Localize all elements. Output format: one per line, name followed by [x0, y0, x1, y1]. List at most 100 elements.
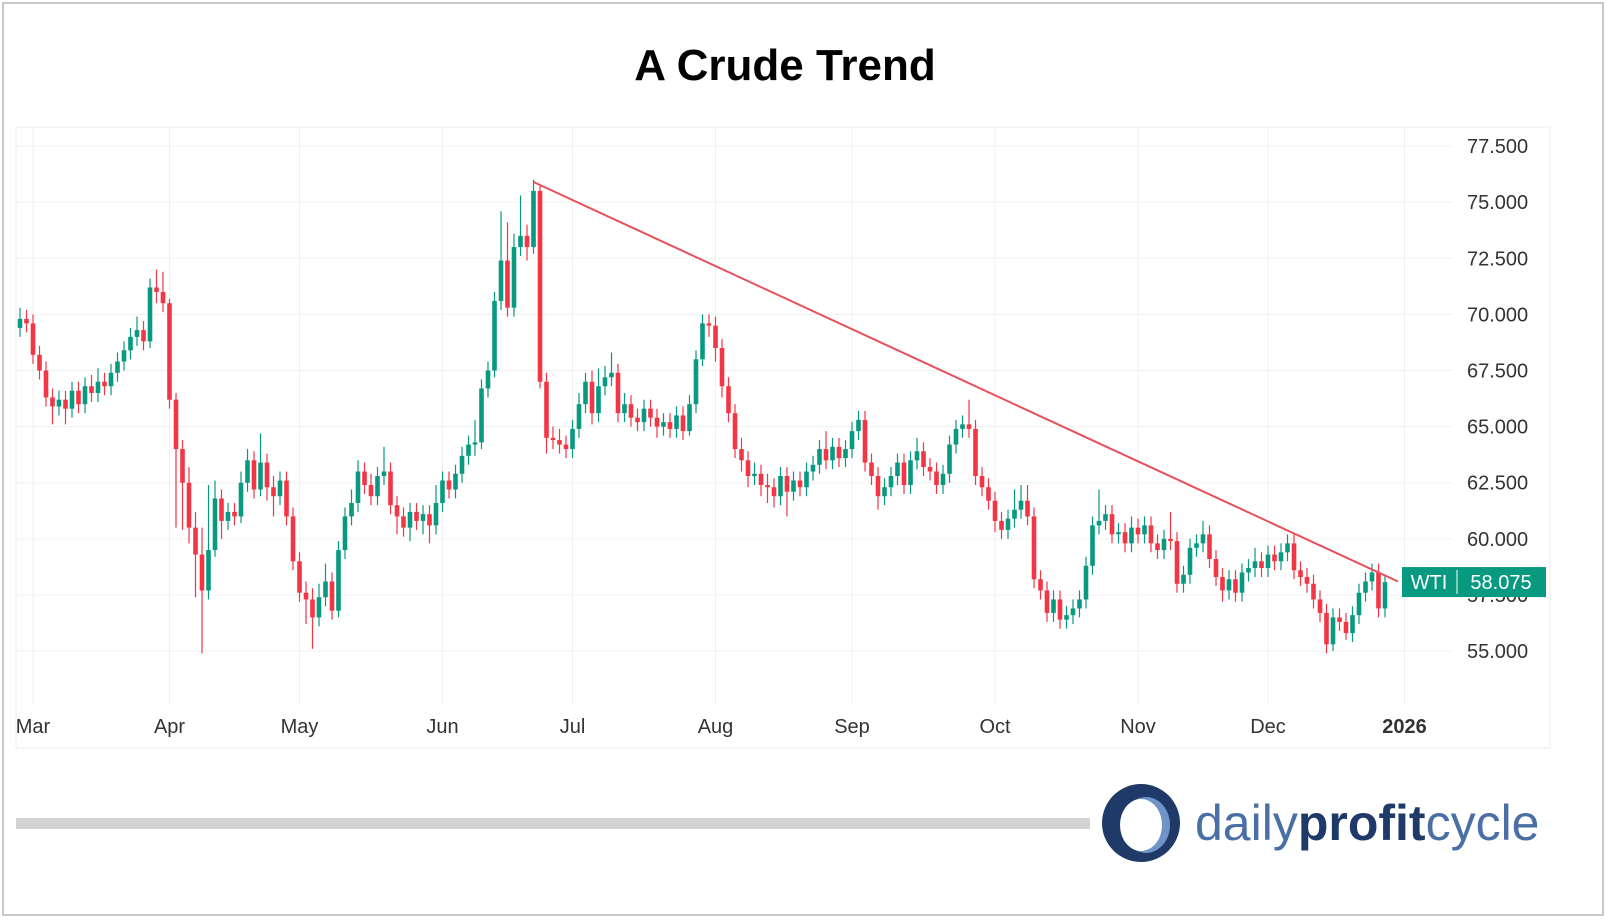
candle-body: [1018, 500, 1024, 510]
candle-body: [693, 359, 699, 405]
candle-body: [1142, 525, 1147, 535]
x-tick-label: Jun: [426, 716, 458, 738]
y-tick-label: 72.500: [1467, 248, 1528, 270]
candle-body: [1012, 509, 1017, 519]
candle-body: [388, 471, 393, 506]
candle-body: [50, 397, 55, 407]
candle-body: [167, 303, 172, 400]
candle-body: [947, 444, 952, 474]
candle-body: [914, 451, 920, 461]
candle-body: [1317, 599, 1323, 613]
candle-body: [362, 471, 367, 485]
candle-body: [336, 550, 341, 611]
candle-body: [1265, 554, 1271, 569]
candle-body: [1376, 572, 1381, 609]
candle-body: [212, 498, 218, 551]
y-tick-label: 77.500: [1467, 136, 1528, 158]
candle-body: [1252, 561, 1258, 569]
candle-body: [583, 381, 588, 405]
candle-body: [375, 476, 380, 497]
candle-body: [1356, 592, 1362, 616]
candle-body: [830, 446, 835, 461]
candle-body: [1382, 582, 1388, 609]
candle-body: [791, 480, 796, 492]
candle-body: [407, 511, 413, 528]
y-tick-label: 70.000: [1467, 304, 1528, 326]
candle-body: [24, 318, 29, 324]
candle-body: [251, 460, 257, 490]
candle-body: [30, 323, 36, 355]
candle-body: [687, 404, 692, 432]
candle-body: [102, 381, 107, 387]
candle-body: [381, 471, 387, 477]
logo-profit: profit: [1298, 795, 1426, 851]
candle-body: [771, 487, 777, 497]
candle-body: [1090, 525, 1095, 566]
x-tick-label: May: [281, 716, 319, 738]
candle-body: [888, 476, 894, 488]
candle-body: [745, 460, 751, 477]
x-tick-label: Sep: [834, 716, 870, 738]
candle-body: [713, 325, 718, 349]
last-value-label: 58.075: [1470, 572, 1531, 594]
y-tick-label: 55.000: [1467, 641, 1528, 663]
candle-body: [1278, 552, 1284, 562]
candle-body: [843, 449, 848, 459]
candle-body: [1194, 543, 1199, 548]
candle-body: [271, 487, 276, 497]
candle-body: [355, 471, 361, 503]
candle-body: [1103, 514, 1108, 521]
candle-body: [342, 516, 348, 551]
candle-body: [1272, 554, 1277, 562]
x-tick-label: Aug: [698, 716, 734, 738]
logo-daily: daily: [1195, 795, 1298, 851]
candle-body: [349, 502, 354, 517]
candle-body: [719, 348, 725, 387]
candle-body: [810, 464, 816, 472]
candle-body: [960, 424, 965, 429]
candle-body: [63, 399, 68, 409]
candle-body: [726, 386, 731, 414]
candle-body: [1207, 534, 1212, 560]
candle-body: [602, 377, 608, 387]
candle-body: [908, 460, 913, 485]
candle-body: [472, 442, 478, 445]
logo-text: dailyprofitcycle: [1195, 795, 1540, 851]
candle-body: [1031, 516, 1037, 580]
candle-body: [732, 413, 738, 450]
candle-body: [1304, 577, 1310, 584]
candle-body: [56, 399, 62, 407]
candle-body: [147, 287, 153, 342]
candle-body: [459, 455, 465, 474]
candle-body: [1116, 532, 1121, 535]
candle-body: [1291, 543, 1297, 571]
candle-body: [420, 514, 426, 521]
candle-body: [76, 390, 81, 405]
candle-body: [953, 428, 959, 445]
candle-body: [329, 581, 335, 611]
candle-body: [1324, 612, 1329, 645]
candle-body: [563, 444, 569, 450]
candle-body: [297, 561, 302, 593]
candle-body: [628, 404, 634, 418]
candle-body: [1187, 547, 1193, 575]
candle-body: [1051, 599, 1056, 613]
candle-body: [966, 424, 972, 429]
candle-body: [654, 417, 660, 427]
candle-body: [453, 473, 458, 490]
candle-body: [1220, 577, 1225, 591]
candle-body: [1213, 559, 1219, 578]
candle-body: [576, 404, 582, 429]
candle-body: [570, 428, 575, 450]
candle-body: [537, 190, 543, 382]
candle-body: [141, 330, 146, 342]
candle-body: [433, 502, 439, 526]
candle-body: [82, 386, 88, 405]
candle-body: [524, 235, 530, 248]
candle-body: [17, 318, 23, 328]
candle-body: [940, 473, 946, 485]
chart-title: A Crude Trend: [634, 41, 936, 90]
candle-body: [1135, 527, 1141, 535]
candle-body: [778, 476, 783, 497]
